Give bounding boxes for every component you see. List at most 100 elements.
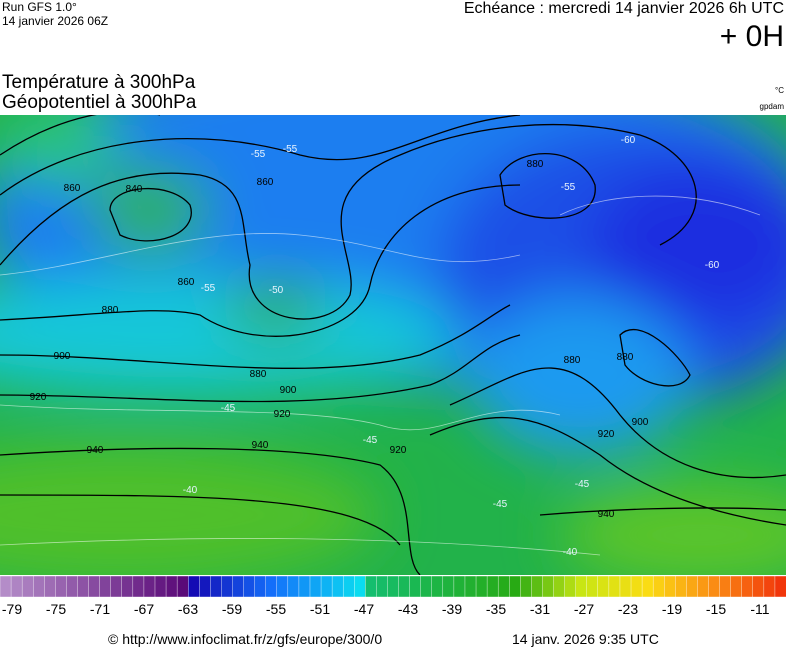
colorbar-label: -31 [530,601,550,616]
map: 860 840 860 880 880 900 920 940 860 880 900 920 940 9… [0,115,786,575]
colorbar-swatch [110,576,123,598]
isotherms [0,195,761,556]
unit-geo: gpdam [759,102,784,111]
contour-label: 940 [252,440,269,451]
contour-label: 880 [527,159,544,170]
colorbar-label: -15 [706,601,726,616]
colorbar-label: -39 [442,601,462,616]
contour-label: -60 [621,135,636,146]
generated-time: 14 janv. 2026 9:35 UTC [512,631,659,647]
colorbar-label: -71 [90,601,110,616]
colorbar-swatch [464,576,477,598]
colorbar-swatch [486,576,499,598]
temperature-field [0,115,786,575]
contour-label: 860 [64,183,81,194]
colorbar-swatch [0,576,12,598]
colorbar-swatch [763,576,776,598]
colorbar-swatch [597,576,610,598]
colorbar-swatch [365,576,378,598]
colorbar-label: -19 [662,601,682,616]
colorbar-swatch [210,576,223,598]
colorbar-swatch [77,576,90,598]
colorbar-swatch [33,576,45,598]
colorbar-swatch [708,576,721,598]
contour-label: 880 [617,352,634,363]
colorbar-swatch [187,576,200,598]
colorbar-swatch [774,576,786,598]
colorbar-swatch [298,576,311,598]
colorbar-swatch [221,576,234,598]
colorbar-swatch [55,576,68,598]
contour-label: -45 [221,403,236,414]
contour-label: 840 [126,184,143,195]
colorbar-swatch [453,576,466,598]
colorbar-swatch [287,576,300,598]
contour-label: 860 [257,177,274,188]
colorbar-swatch [376,576,389,598]
colorbar-label: -11 [750,601,769,616]
colorbar-swatch [531,576,544,598]
colorbar-swatch [88,576,101,598]
colorbar-swatch [741,576,754,598]
contour-label: -40 [563,547,578,558]
colorbar-swatch [752,576,765,598]
colorbar-label: -67 [134,601,154,616]
contour-label: -45 [493,499,508,510]
contour-label: 880 [564,355,581,366]
contour-label: -45 [575,479,590,490]
colorbar-label: -23 [618,601,638,616]
colorbar-swatch [21,576,34,598]
contour-label: -55 [201,283,216,294]
colorbar-swatch [409,576,422,598]
contour-label: -60 [705,260,720,271]
colorbar-label: -27 [574,601,594,616]
colorbar-swatch [232,576,245,598]
colorbar-swatch [199,576,212,598]
contour-label: 900 [632,417,649,428]
colorbar-swatch [442,576,455,598]
colorbar-swatch [243,576,256,598]
colorbar-swatch [132,576,145,598]
contour-label: -50 [269,285,284,296]
colorbar-swatch [331,576,344,598]
colorbar-swatch [176,576,189,598]
colorbar-swatch [520,576,533,598]
contour-label: 900 [54,351,71,362]
colorbar-swatch [564,576,577,598]
colorbar-swatch [697,576,710,598]
contour-label: 940 [598,509,615,520]
contour-label: 940 [87,445,104,456]
colorbar-label: -47 [354,601,374,616]
colorbar-swatch [630,576,643,598]
colorbar-label: -75 [46,601,66,616]
title-geo: Géopotentiel à 300hPa [2,92,197,113]
run-label: Run GFS 1.0° [2,0,77,14]
colorbar-label: -79 [2,601,22,616]
source-url[interactable]: © http://www.infoclimat.fr/z/gfs/europe/… [108,631,383,647]
colorbar-label: -43 [398,601,418,616]
colorbar-swatch [420,576,433,598]
colorbar-swatch [586,576,599,598]
colorbar-swatch [641,576,654,598]
colorbar-swatch [354,576,367,598]
contour-label: -45 [363,435,378,446]
colorbar-swatch [44,576,57,598]
colorbar-swatch [686,576,699,598]
colorbar-swatch [719,576,732,598]
valid-time: Echéance : mercredi 14 janvier 2026 6h U… [463,0,784,17]
colorbar-swatch [342,576,355,598]
contour-label: 860 [178,277,195,288]
title-temp: Température à 300hPa [2,72,196,93]
colorbar-swatch [497,576,510,598]
colorbar-label: -51 [310,601,330,616]
colorbar-label: -59 [222,601,242,616]
colorbar-swatch [431,576,444,598]
geopotential-contours [0,115,786,575]
colorbar-swatch [165,576,178,598]
colorbar-label: -55 [266,601,286,616]
contour-label: 920 [274,409,291,420]
colorbar-swatch [143,576,156,598]
colorbar-swatch [276,576,289,598]
colorbar-swatch [675,576,688,598]
